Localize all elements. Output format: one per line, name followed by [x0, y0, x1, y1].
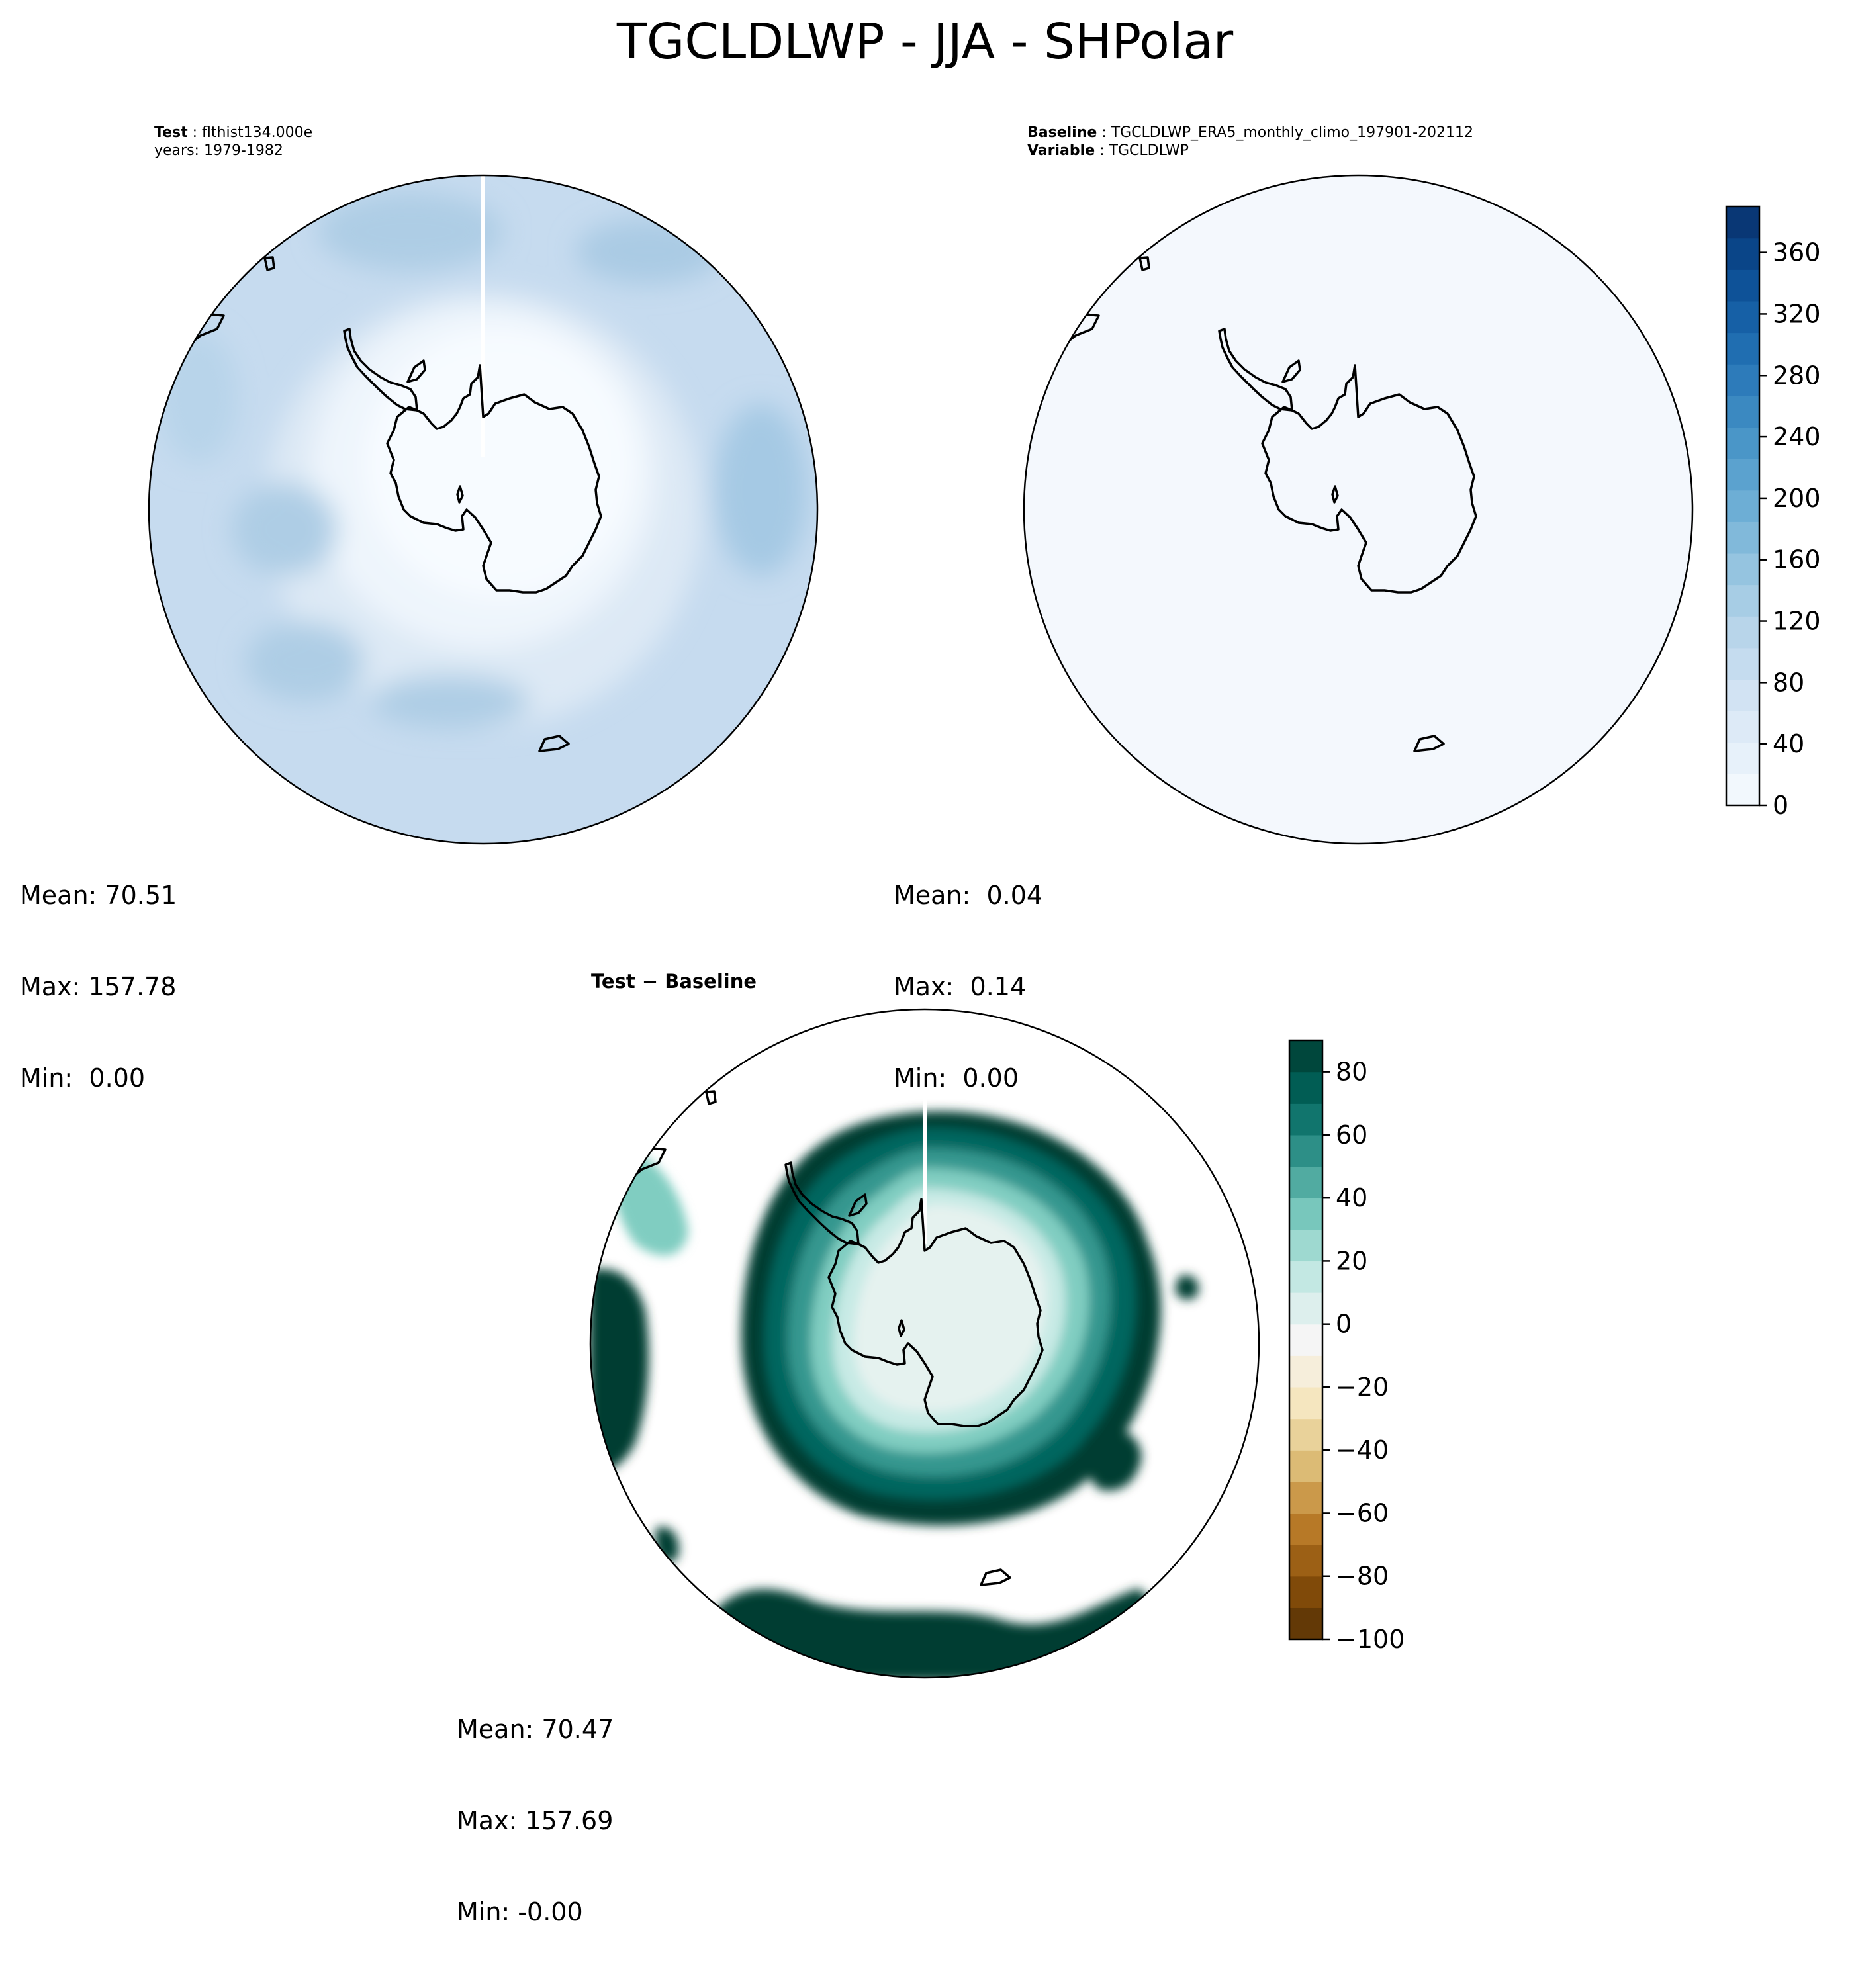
diff-colorbar-segment — [1289, 1481, 1322, 1514]
test-mean: Mean: 70.51 — [20, 881, 177, 910]
baseline-colorbar-tick-label: 240 — [1773, 422, 1821, 451]
diff-colorbar-tick-label: 80 — [1336, 1058, 1367, 1087]
baseline-colorbar-segment — [1726, 616, 1759, 649]
baseline-colorbar-segment — [1726, 490, 1759, 522]
diff-colorbar-tick-label: −40 — [1336, 1435, 1389, 1465]
test-panel-title: Test : flthist134.000e years: 1979-1982 — [154, 124, 313, 159]
diff-map — [590, 1009, 1259, 1678]
diff-mean: Mean: 70.47 — [457, 1715, 614, 1744]
diff-colorbar-segment — [1289, 1292, 1322, 1325]
baseline-variable-bold: Variable — [1027, 142, 1095, 159]
baseline-colorbar-segment — [1726, 711, 1759, 743]
baseline-colorbar-tick-label: 360 — [1773, 238, 1821, 267]
baseline-colorbar-tick-label: 40 — [1773, 729, 1804, 758]
diff-colorbar: −100 −80 −60 −40 −20 0 20 40 60 80 — [1288, 1039, 1405, 1654]
diff-label-bold: Test − Baseline — [591, 970, 757, 993]
diff-colorbar-segment — [1289, 1261, 1322, 1293]
baseline-variable-text: TGCLDLWP — [1109, 142, 1189, 159]
test-min: Min: 0.00 — [20, 1063, 145, 1093]
baseline-colorbar-segment — [1726, 742, 1759, 774]
diff-map-boundary — [589, 1008, 1260, 1679]
diff-colorbar-tick-label: 40 — [1336, 1183, 1367, 1212]
baseline-colorbar-tick-label: 160 — [1773, 545, 1821, 574]
diff-colorbar-segment — [1289, 1071, 1322, 1104]
diff-colorbar-tick-label: −20 — [1336, 1373, 1389, 1402]
baseline-colorbar-segment — [1726, 647, 1759, 680]
diff-colorbar-tick-label: 20 — [1336, 1246, 1367, 1275]
diff-stats: Mean: 70.47 Max: 157.69 Min: -0.00 — [457, 1653, 614, 1988]
baseline-colorbar-segment — [1726, 395, 1759, 428]
diff-panel-title: Test − Baseline — [591, 970, 757, 993]
diff-colorbar-segment — [1289, 1418, 1322, 1451]
baseline-panel-title: Baseline : TGCLDLWP_ERA5_monthly_climo_1… — [1027, 124, 1473, 159]
baseline-max: Max: 0.14 — [894, 972, 1027, 1001]
baseline-colorbar: 0 40 80 120 160 200 240 280 320 360 — [1725, 205, 1821, 820]
baseline-stats: Mean: 0.04 Max: 0.14 Min: 0.00 — [894, 819, 1042, 1154]
baseline-colorbar-tick-label: 0 — [1773, 791, 1788, 820]
baseline-label-text: TGCLDLWP_ERA5_monthly_climo_197901-20211… — [1111, 124, 1473, 141]
diff-colorbar-segment — [1289, 1229, 1322, 1262]
diff-colorbar-segment — [1289, 1134, 1322, 1167]
diff-colorbar-tick-label: −80 — [1336, 1562, 1389, 1591]
diff-colorbar-tick-label: −100 — [1336, 1625, 1405, 1654]
test-label-text: flthist134.000e — [202, 124, 313, 141]
baseline-map-boundary — [1023, 174, 1694, 845]
baseline-colorbar-segment — [1726, 679, 1759, 711]
baseline-colorbar-segment — [1726, 364, 1759, 396]
baseline-mean: Mean: 0.04 — [894, 881, 1043, 910]
baseline-colorbar-segment — [1726, 427, 1759, 459]
diff-colorbar-tick-label: −60 — [1336, 1498, 1389, 1527]
diff-colorbar-segment — [1289, 1324, 1322, 1356]
baseline-colorbar-segment — [1726, 238, 1759, 270]
diff-max: Max: 157.69 — [457, 1806, 614, 1835]
baseline-min: Min: 0.00 — [894, 1063, 1019, 1093]
baseline-label-bold: Baseline — [1027, 124, 1097, 141]
diff-colorbar-segment — [1289, 1576, 1322, 1608]
test-map — [149, 175, 817, 844]
baseline-colorbar-segment — [1726, 521, 1759, 554]
diff-colorbar-tick-label: 0 — [1336, 1310, 1352, 1339]
diff-colorbar-segment — [1289, 1386, 1322, 1420]
baseline-colorbar-segment — [1726, 332, 1759, 365]
baseline-colorbar-tick-label: 320 — [1773, 299, 1821, 328]
diff-colorbar-segment — [1289, 1103, 1322, 1136]
diff-colorbar-frame — [1288, 1039, 1324, 1641]
baseline-colorbar-tick-label: 120 — [1773, 607, 1821, 636]
baseline-colorbar-segment — [1726, 553, 1759, 586]
test-stats: Mean: 70.51 Max: 157.78 Min: 0.00 — [20, 819, 177, 1154]
figure: TGCLDLWP - JJA - SHPolar Test : flthist1… — [20, 13, 1821, 1926]
test-years: years: 1979-1982 — [154, 142, 283, 159]
diff-colorbar-segment — [1289, 1355, 1322, 1388]
test-max: Max: 157.78 — [20, 972, 177, 1001]
diff-min: Min: -0.00 — [457, 1897, 583, 1926]
figure-title: TGCLDLWP - JJA - SHPolar — [616, 13, 1234, 70]
baseline-colorbar-segment — [1726, 459, 1759, 491]
baseline-colorbar-segment — [1726, 584, 1759, 617]
baseline-map — [1024, 175, 1692, 844]
diff-colorbar-tick-label: 60 — [1336, 1120, 1367, 1150]
baseline-colorbar-segment — [1726, 269, 1759, 302]
test-map-boundary — [148, 174, 819, 845]
test-label-bold: Test — [154, 124, 188, 141]
diff-colorbar-segment — [1289, 1545, 1322, 1577]
baseline-colorbar-frame — [1725, 205, 1761, 807]
diff-colorbar-segment — [1289, 1166, 1322, 1198]
diff-colorbar-segment — [1289, 1450, 1322, 1482]
baseline-colorbar-tick-label: 280 — [1773, 361, 1821, 390]
baseline-colorbar-segment — [1726, 774, 1759, 806]
diff-colorbar-segment — [1289, 1607, 1322, 1640]
diff-colorbar-segment — [1289, 1513, 1322, 1545]
diff-colorbar-segment — [1289, 1198, 1322, 1230]
baseline-colorbar-segment — [1726, 206, 1759, 239]
diff-colorbar-segment — [1289, 1040, 1322, 1073]
baseline-colorbar-tick-label: 80 — [1773, 668, 1804, 697]
baseline-colorbar-segment — [1726, 300, 1759, 334]
baseline-colorbar-tick-label: 200 — [1773, 484, 1821, 513]
